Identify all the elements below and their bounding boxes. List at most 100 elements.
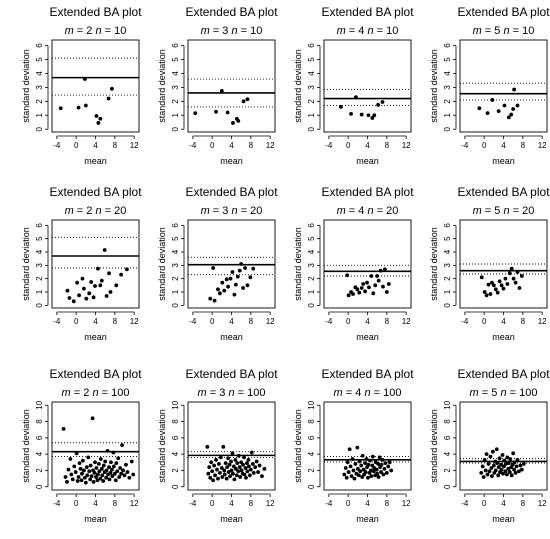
data-point <box>102 248 107 252</box>
x-axis-label: mean <box>356 156 379 166</box>
data-point <box>382 466 387 471</box>
plot-frame <box>187 401 276 491</box>
data-point <box>351 292 355 296</box>
data-point <box>69 472 74 477</box>
data-point <box>376 278 381 283</box>
data-point <box>482 457 487 462</box>
data-point <box>359 112 364 117</box>
y-tick-label: 2 <box>443 276 452 281</box>
y-tick-label: 1 <box>171 289 180 294</box>
data-point <box>244 475 248 480</box>
data-point <box>246 457 251 462</box>
y-tick-label: 5 <box>171 236 180 241</box>
data-point <box>363 461 367 466</box>
y-tick-label: 0 <box>171 126 180 131</box>
data-point <box>519 467 524 472</box>
data-point <box>378 268 383 273</box>
data-point <box>260 474 264 479</box>
plot-frame <box>51 39 140 133</box>
x-tick-label: 0 <box>74 499 79 508</box>
y-tick-label: 5 <box>307 236 316 241</box>
data-point <box>499 283 504 288</box>
data-point <box>502 103 507 108</box>
data-point <box>241 462 246 467</box>
subtitle-n-value: 20 <box>386 205 398 217</box>
data-point <box>85 473 90 478</box>
data-point <box>365 280 369 285</box>
y-tick-label: 4 <box>171 451 180 456</box>
data-point <box>67 296 72 300</box>
x-tick-label: 12 <box>130 141 139 150</box>
data-point <box>242 472 247 477</box>
x-tick-label: 8 <box>113 317 118 326</box>
y-tick-label: 5 <box>35 57 44 62</box>
data-point <box>115 469 120 474</box>
y-tick-label: 10 <box>35 400 44 409</box>
data-point <box>262 466 267 471</box>
panel-subtitle: m = 3 n = 20 <box>201 205 263 217</box>
data-point <box>125 267 129 272</box>
data-point <box>519 274 524 278</box>
data-point <box>87 291 92 296</box>
data-point <box>230 270 235 274</box>
data-point <box>386 464 391 469</box>
data-point <box>368 468 373 473</box>
data-point <box>214 109 218 114</box>
data-point <box>222 472 227 477</box>
plot-frame <box>323 219 412 309</box>
y-tick-label: 2 <box>171 276 180 281</box>
subtitle-n-value: 10 <box>522 25 534 37</box>
x-axis-label: mean <box>84 332 107 342</box>
data-point <box>80 471 84 476</box>
y-tick-label: 3 <box>443 263 452 268</box>
data-point <box>70 477 75 482</box>
x-tick-label: 4 <box>365 499 370 508</box>
y-tick-label: 1 <box>171 112 180 117</box>
x-tick-label: 4 <box>93 499 98 508</box>
y-tick-label: 10 <box>443 400 452 409</box>
y-tick-label: 2 <box>35 99 44 104</box>
data-point <box>355 466 360 471</box>
data-point <box>497 456 502 461</box>
data-point <box>83 480 88 485</box>
x-tick-label: 4 <box>501 317 506 326</box>
data-point <box>483 468 488 473</box>
data-point <box>389 468 394 473</box>
data-point <box>239 262 244 266</box>
data-point <box>356 473 361 478</box>
data-point <box>104 468 109 473</box>
y-tick-label: 6 <box>35 223 44 228</box>
data-point <box>205 444 210 449</box>
x-tick-label: 12 <box>130 499 139 508</box>
x-axis-label: mean <box>492 514 515 524</box>
x-tick-label: 12 <box>538 317 547 326</box>
data-point <box>84 465 89 470</box>
data-point <box>215 467 219 472</box>
data-point <box>80 276 85 281</box>
x-axis-label: mean <box>84 514 107 524</box>
data-point <box>239 468 244 473</box>
plot-frame <box>459 401 548 491</box>
data-point <box>221 444 226 449</box>
data-point <box>355 287 360 292</box>
y-tick-label: 8 <box>35 419 44 424</box>
data-point <box>89 280 94 284</box>
data-point <box>76 475 81 479</box>
y-tick-label: 1 <box>307 289 316 294</box>
x-tick-label: 8 <box>249 499 254 508</box>
data-point <box>512 87 517 92</box>
data-point <box>209 460 214 465</box>
data-point <box>116 456 121 461</box>
data-point <box>104 475 109 480</box>
y-tick-label: 0 <box>171 303 180 308</box>
x-tick-label: 12 <box>130 317 139 326</box>
data-point <box>344 475 349 480</box>
y-axis-label: standard deviation <box>21 49 31 123</box>
panel-10: Extended BA plot m = 3 n = 100 -4 0 4 8 12 0 2 4 6… <box>157 367 278 524</box>
data-point <box>82 475 87 480</box>
data-point <box>233 282 238 287</box>
data-point <box>503 276 508 281</box>
data-point <box>495 290 500 295</box>
y-tick-label: 3 <box>171 263 180 268</box>
